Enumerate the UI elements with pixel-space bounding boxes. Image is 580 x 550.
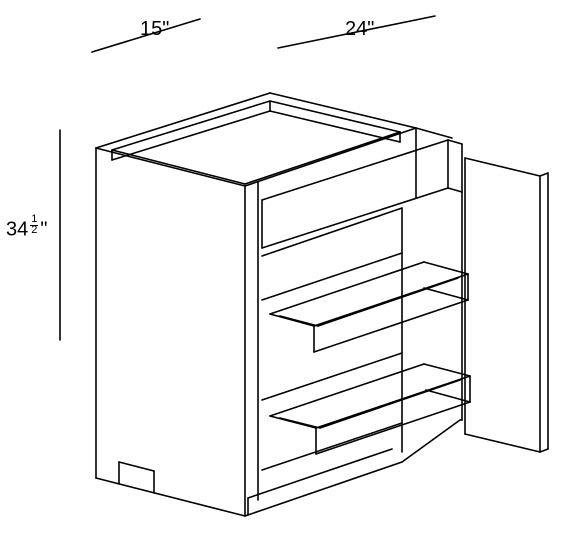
- dim-height-label: 3412": [6, 215, 47, 242]
- dim-depth-label: 24": [345, 18, 374, 41]
- diagram-stage: 15" 24" 3412": [0, 0, 580, 550]
- dim-width-label: 15": [140, 18, 169, 41]
- cabinet-drawing: [0, 0, 580, 550]
